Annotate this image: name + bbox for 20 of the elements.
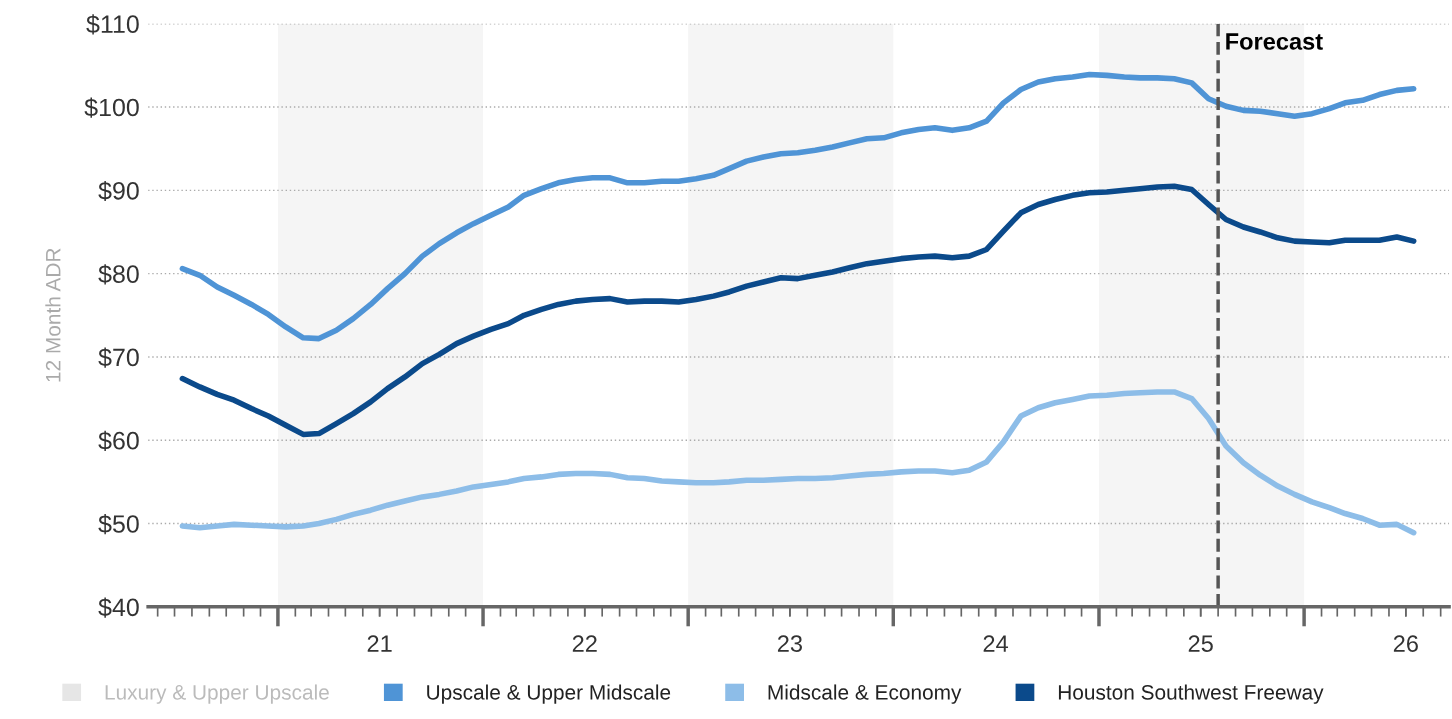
x-tick-label: 21 — [367, 635, 392, 652]
y-tick-label: $60 — [98, 430, 139, 452]
y-tick-label: $110 — [86, 14, 139, 35]
x-tick-label: 23 — [777, 635, 802, 652]
legend-label: Luxury & Upper Upscale — [105, 684, 329, 704]
y-tick-label: $40 — [98, 597, 139, 618]
y-tick-label: $50 — [98, 514, 139, 535]
legend-label: Upscale & Upper Midscale — [427, 684, 671, 704]
legend-label: Midscale & Economy — [768, 684, 962, 704]
y-tick-label: $100 — [84, 97, 139, 118]
x-tick-label: 26 — [1393, 635, 1418, 652]
y-axis-title: 12 Month ADR — [45, 248, 61, 382]
y-tick-label: $90 — [98, 180, 139, 202]
legend-label: Houston Southwest Freeway — [1058, 684, 1324, 704]
x-tick-label: 24 — [983, 635, 1009, 652]
x-tick-label: 22 — [572, 635, 597, 652]
y-tick-label: $70 — [98, 347, 139, 368]
ref-line-label: Forecast — [1226, 33, 1323, 50]
y-tick-label: $80 — [98, 264, 139, 285]
x-tick-label: 25 — [1188, 635, 1213, 652]
